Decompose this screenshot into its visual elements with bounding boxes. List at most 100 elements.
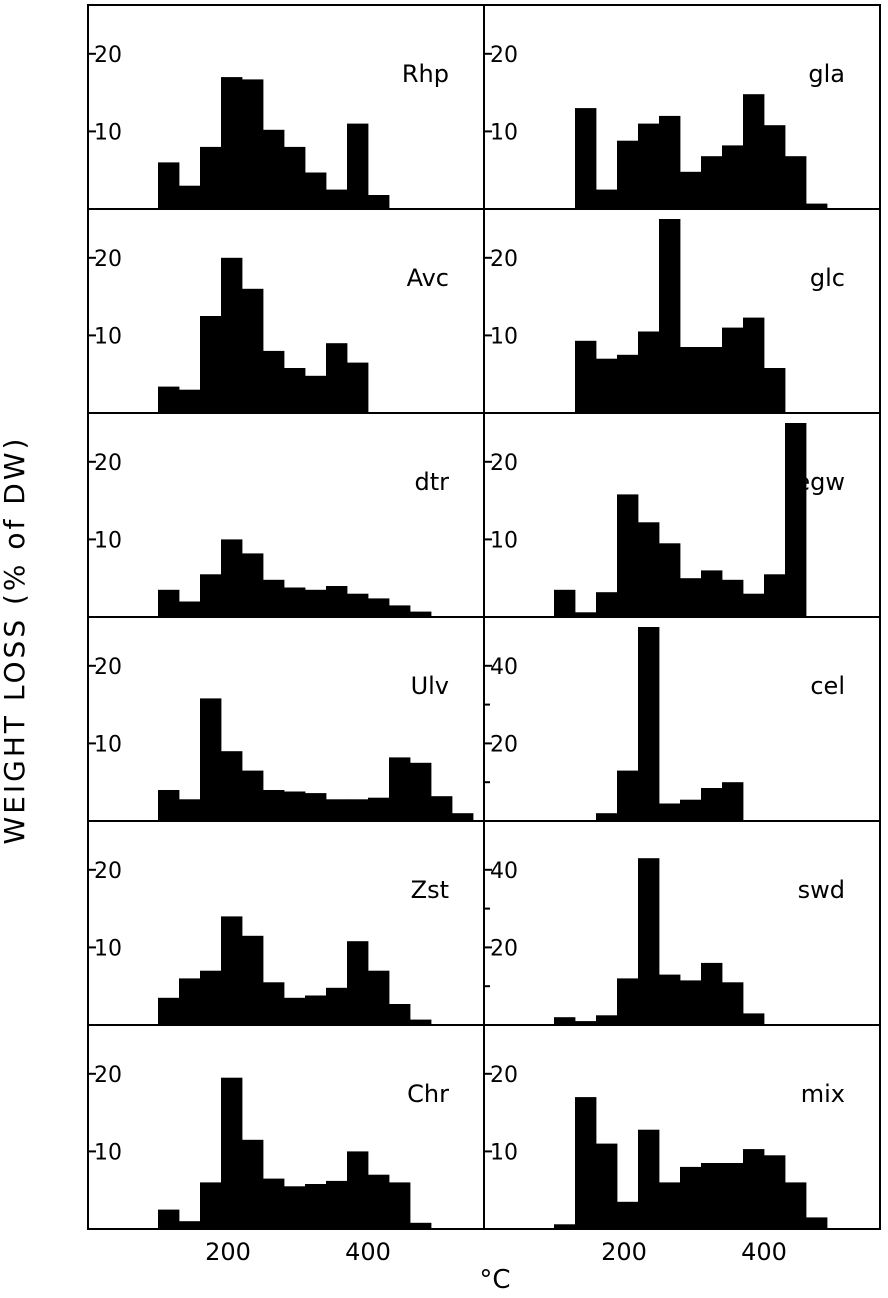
bar (179, 601, 201, 617)
bar (158, 1209, 180, 1229)
bar (617, 494, 639, 617)
y-tick-label: 10 (94, 936, 122, 961)
y-tick-label: 20 (94, 451, 122, 476)
bar (659, 219, 681, 413)
bar (431, 796, 453, 821)
bar (680, 980, 702, 1025)
bar (242, 553, 264, 617)
bar (617, 978, 639, 1025)
bar (722, 782, 744, 821)
bar (575, 340, 597, 413)
panels: 10 20 Rhp 10 20 gla 10 20 Avc 10 20 glc 10 20 dtr 10 20 e… (87, 4, 881, 1230)
bar (263, 982, 285, 1025)
bar (305, 589, 327, 617)
bar (200, 970, 222, 1025)
bar (575, 612, 597, 617)
bar (242, 79, 264, 210)
x-tick-label: 200 (601, 1238, 647, 1266)
x-axis-title: °C (479, 1265, 510, 1295)
bar (221, 77, 243, 209)
y-tick-label: 20 (94, 655, 122, 680)
bar (158, 790, 180, 821)
y-tick-label: 40 (490, 655, 518, 680)
bar (680, 171, 702, 209)
bar (305, 1184, 327, 1229)
bar (200, 698, 222, 821)
x-tick-label: 400 (345, 1238, 391, 1266)
panel-label: swd (798, 876, 845, 904)
bar (617, 140, 639, 209)
bar (410, 1222, 432, 1229)
panel-label: egw (795, 468, 845, 496)
bar (242, 770, 264, 821)
bar (743, 1149, 765, 1229)
bar (659, 974, 681, 1025)
bar (158, 997, 180, 1025)
panel-label: Avc (407, 264, 449, 292)
y-tick-label: 20 (490, 1063, 518, 1088)
bar (554, 1017, 576, 1025)
bar (617, 1201, 639, 1229)
y-tick-label: 20 (490, 247, 518, 272)
bar (638, 331, 660, 413)
bar (221, 539, 243, 617)
bar (617, 354, 639, 413)
bar (326, 799, 348, 821)
bar (368, 970, 390, 1025)
bar (554, 1224, 576, 1229)
bar (389, 605, 411, 617)
bar (785, 423, 807, 617)
y-tick-label: 20 (94, 859, 122, 884)
y-tick-label: 10 (94, 528, 122, 553)
bar (701, 570, 723, 617)
bar (701, 156, 723, 209)
bar (179, 185, 201, 209)
bar (722, 982, 744, 1025)
panel-ulv: 10 20 Ulv (88, 655, 474, 821)
bar (701, 347, 723, 413)
panel-gla: 10 20 gla (484, 43, 845, 209)
bar (347, 941, 369, 1025)
bar (554, 589, 576, 617)
bar (764, 125, 786, 209)
bar (410, 611, 432, 617)
panel-chr: 10 20 Chr (88, 1063, 449, 1229)
bar (200, 316, 222, 413)
bar (368, 797, 390, 821)
panel-label: Rhp (402, 60, 449, 88)
bar (680, 1166, 702, 1229)
bar (785, 1182, 807, 1229)
bar (575, 108, 597, 209)
bar (596, 358, 618, 413)
bar (575, 1097, 597, 1229)
panel-label: cel (810, 672, 845, 700)
bar (221, 751, 243, 821)
y-tick-label: 10 (490, 1140, 518, 1165)
y-tick-label: 40 (490, 859, 518, 884)
bar (722, 327, 744, 413)
bar (284, 791, 306, 821)
bar (326, 189, 348, 209)
bar (284, 1186, 306, 1229)
bar (722, 1163, 744, 1229)
bar (284, 368, 306, 413)
y-tick-label: 10 (490, 528, 518, 553)
panel-rhp: 10 20 Rhp (88, 43, 449, 210)
x-tick-label: 400 (741, 1238, 787, 1266)
bar (263, 350, 285, 413)
bar (200, 146, 222, 209)
panel-label: Zst (411, 876, 449, 904)
bar (200, 1182, 222, 1229)
bar (347, 799, 369, 821)
bar (596, 1015, 618, 1025)
panel-label: Ulv (411, 672, 449, 700)
bar (659, 803, 681, 821)
bar (701, 1163, 723, 1229)
panel-zst: 10 20 Zst (88, 859, 449, 1025)
y-tick-label: 20 (94, 247, 122, 272)
bar (347, 1151, 369, 1229)
bar (221, 257, 243, 413)
bar (305, 172, 327, 209)
y-tick-label: 20 (94, 1063, 122, 1088)
panel-label: glc (810, 264, 845, 292)
